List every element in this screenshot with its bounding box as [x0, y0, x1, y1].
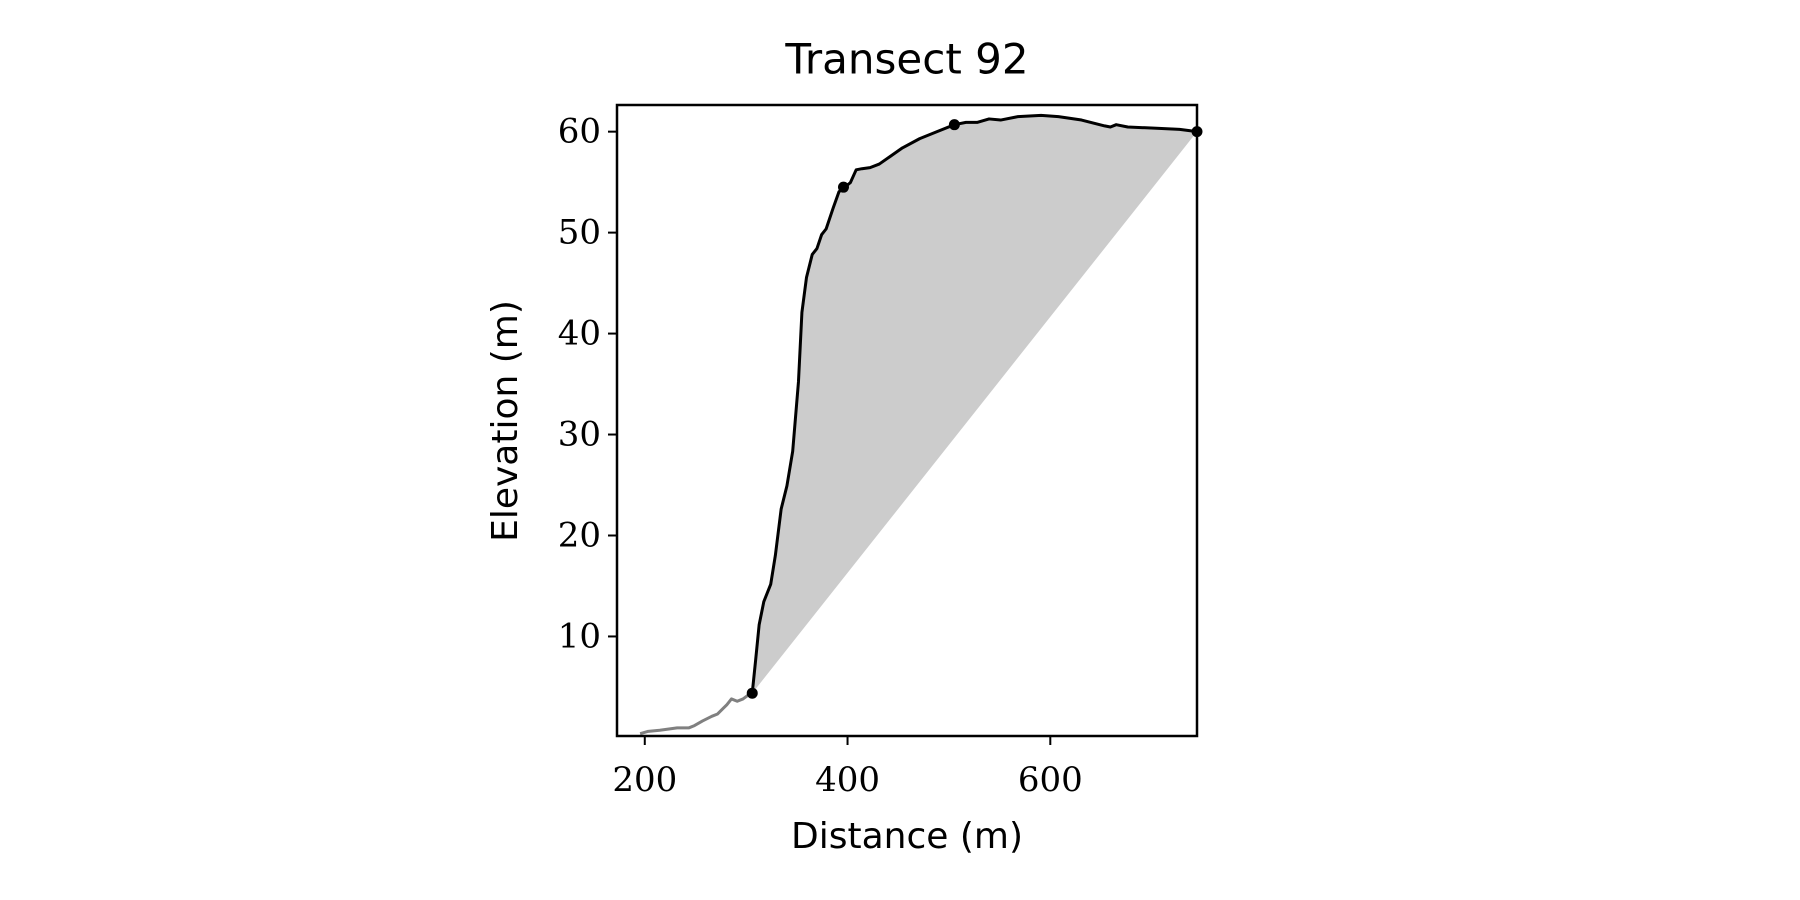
y-tick-label: 50: [558, 213, 601, 253]
point-marker: [746, 687, 758, 699]
x-axis-label: Distance (m): [791, 816, 1023, 857]
profile-line: [750, 113, 1198, 694]
y-tick-label: 30: [558, 415, 601, 455]
point-marker: [837, 181, 849, 193]
y-tick-label: 20: [558, 515, 601, 555]
point-marker: [948, 119, 960, 131]
x-tick-label: 600: [1018, 760, 1083, 800]
area-fill: [752, 115, 1197, 694]
y-tick-label: 10: [558, 616, 601, 656]
axes-frame: [615, 103, 1199, 738]
profile-line: [639, 691, 753, 736]
y-tick-label: 60: [558, 112, 601, 152]
y-axis-label: Elevation (m): [485, 300, 526, 542]
y-tick-label: 40: [558, 314, 601, 354]
x-tick-label: 400: [815, 760, 880, 800]
plot-area: 10 20 30 40 50 60 200 400 600: [558, 103, 1203, 800]
chart-title: Transect 92: [784, 35, 1028, 84]
x-tick-label: 200: [612, 760, 677, 800]
